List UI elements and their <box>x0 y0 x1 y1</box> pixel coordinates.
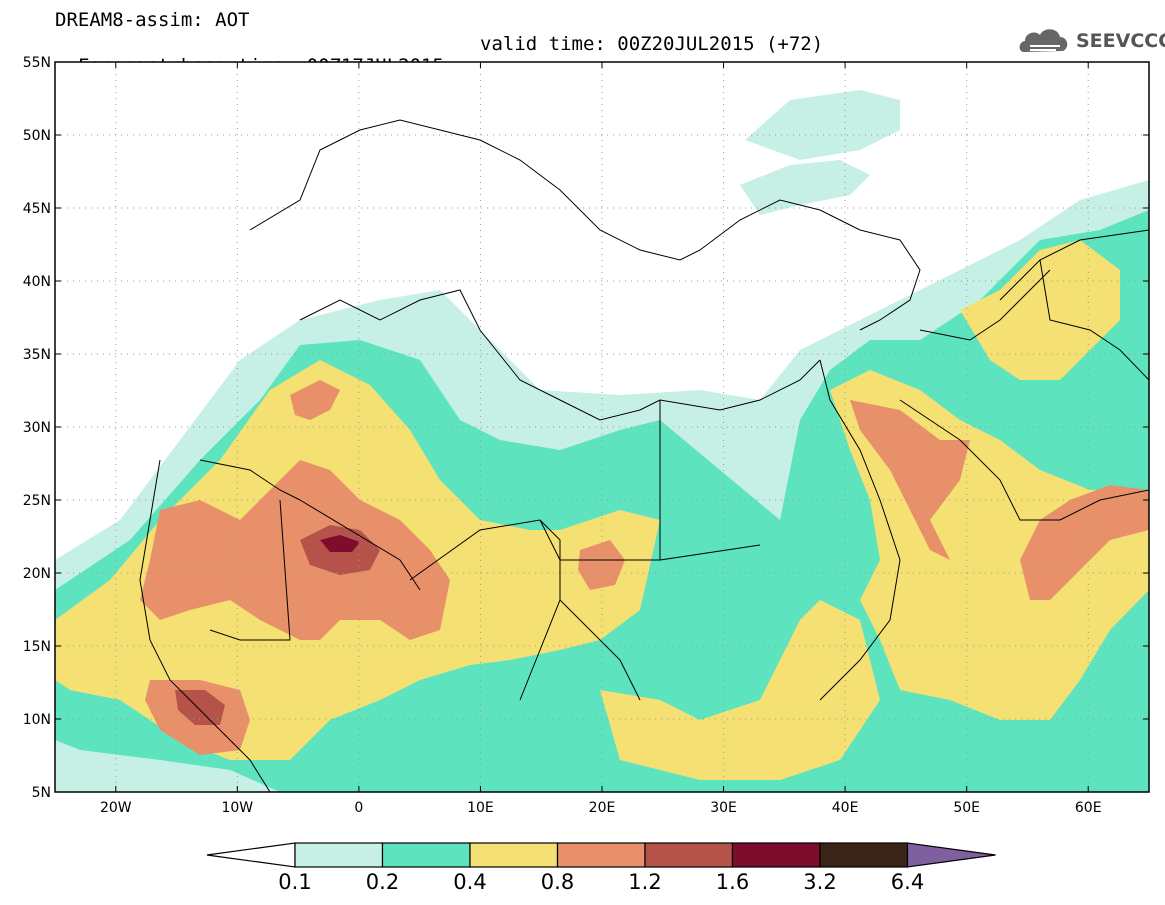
lon-tick-label: 20E <box>589 800 616 816</box>
colorbar: 0.1 0.2 0.4 0.8 1.2 1.6 3.2 6.4 <box>206 842 996 894</box>
lat-labels: 55N 50N 45N 40N 35N 30N 25N 20N 15N 10N 5N <box>23 55 51 801</box>
aot-contour-0.4-sudan <box>600 600 880 780</box>
lat-tick-label: 15N <box>23 639 51 655</box>
lon-tick-label: 20W <box>100 800 132 816</box>
lat-tick-label: 25N <box>23 493 51 509</box>
axis-ticks <box>55 61 1149 793</box>
logo-text: SEEVCCC <box>1076 30 1165 52</box>
seevccc-logo: SEEVCCC <box>1016 20 1165 60</box>
colorbar-swatch <box>294 842 384 868</box>
aot-contour-0.8-gulf <box>850 400 970 560</box>
aot-contour-0.8-morocco <box>290 380 340 420</box>
graticule <box>55 62 1149 792</box>
lat-tick-label: 30N <box>23 420 51 436</box>
lat-tick-label: 45N <box>23 201 51 217</box>
aot-contour-1.6-core <box>320 535 360 552</box>
lat-tick-label: 50N <box>23 128 51 144</box>
colorbar-swatch <box>819 842 909 868</box>
colorbar-level-label: 6.4 <box>891 870 924 894</box>
colorbar-over-triangle <box>906 842 996 868</box>
lon-labels: 20W 10W 0 10E 20E 30E 40E 50E 60E <box>100 800 1102 816</box>
aot-contour-0.8-sahara <box>140 460 450 640</box>
valid-time-text: valid time: 00Z20JUL2015 (+72) <box>480 33 824 55</box>
lat-tick-label: 55N <box>23 55 51 71</box>
lat-tick-label: 10N <box>23 712 51 728</box>
cloud-icon <box>1019 29 1068 52</box>
aot-contour-0.4-iran <box>960 240 1120 380</box>
lat-tick-label: 5N <box>32 785 51 801</box>
colorbar-swatch <box>731 842 821 868</box>
lon-tick-label: 10E <box>467 800 494 816</box>
lat-tick-label: 35N <box>23 347 51 363</box>
lat-tick-label: 20N <box>23 566 51 582</box>
lon-tick-label: 50E <box>953 800 980 816</box>
colorbar-swatch <box>381 842 471 868</box>
colorbar-level-label: 1.6 <box>716 870 749 894</box>
colorbar-swatch <box>644 842 734 868</box>
colorbar-level-label: 0.4 <box>453 870 486 894</box>
coastlines <box>139 119 1150 793</box>
colorbar-swatch <box>556 842 646 868</box>
lon-tick-label: 10W <box>221 800 253 816</box>
lon-tick-label: 0 <box>354 800 363 816</box>
colorbar-level-label: 3.2 <box>803 870 836 894</box>
aot-contour-0.8-chad <box>578 540 625 590</box>
aot-contour-0.8-oman <box>1020 485 1149 600</box>
aot-contour-0.1-caspian <box>740 160 870 215</box>
colorbar-under-triangle <box>206 842 296 868</box>
aot-contour-1.2-guinea <box>175 690 225 725</box>
lat-tick-label: 40N <box>23 274 51 290</box>
lon-tick-label: 60E <box>1075 800 1102 816</box>
colorbar-level-label: 0.2 <box>366 870 399 894</box>
aot-contour-0.1-ukraine <box>745 90 900 160</box>
colorbar-swatch <box>469 842 559 868</box>
colorbar-level-label: 0.8 <box>541 870 574 894</box>
colorbar-level-label: 0.1 <box>278 870 311 894</box>
lon-tick-label: 40E <box>832 800 859 816</box>
colorbar-level-label: 1.2 <box>628 870 661 894</box>
lon-tick-label: 30E <box>710 800 737 816</box>
map-title: DREAM8-assim: AOT <box>55 9 250 31</box>
